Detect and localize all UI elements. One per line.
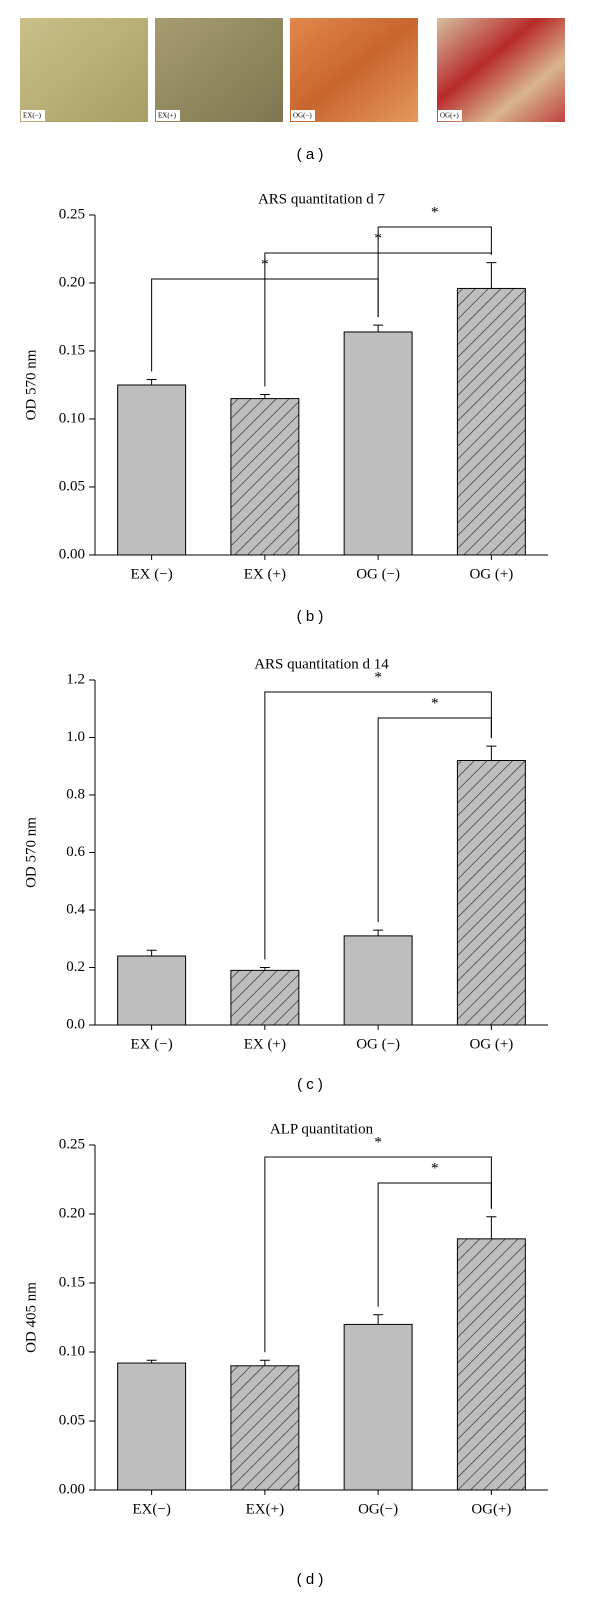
caption: ( a ): [297, 146, 324, 163]
error-bar: [373, 929, 384, 936]
bar: [343, 331, 413, 556]
chart-title: ALP quantitation: [270, 1121, 374, 1137]
y-tick-label: 0.8: [66, 786, 85, 802]
significance-bracket: [264, 1156, 492, 1353]
x-tick-label: OG (+): [469, 1036, 513, 1052]
caption: ( b ): [297, 608, 324, 625]
error-bar: [373, 324, 384, 332]
y-tick-label: 1.2: [66, 671, 85, 687]
error-bar: [486, 1216, 497, 1239]
bar: [456, 760, 526, 1026]
x-tick-label: EX (−): [131, 566, 173, 582]
error-bar: [486, 262, 497, 289]
bar: [117, 1362, 187, 1491]
y-tick-label: 0.00: [59, 546, 85, 562]
micrograph: [20, 18, 148, 122]
y-tick-label: 0.10: [59, 1343, 85, 1359]
y-axis-label: OD 405 nm: [23, 1282, 39, 1353]
x-tick-label: OG (+): [469, 566, 513, 582]
significance-star: *: [374, 1134, 382, 1150]
y-tick-label: 0.2: [66, 959, 85, 975]
image-label: OG(+): [440, 112, 459, 120]
bar: [117, 384, 187, 556]
label-box: [291, 110, 315, 121]
chart-title: ARS quantitation d 14: [254, 656, 389, 672]
caption: ( c ): [297, 1076, 323, 1093]
micrograph: [437, 18, 565, 122]
label-box: [156, 110, 180, 121]
x-tick-label: EX (−): [131, 1036, 173, 1052]
x-tick-label: EX(+): [246, 1501, 284, 1517]
y-tick-label: 0.20: [59, 274, 85, 290]
x-tick-label: OG (−): [356, 566, 400, 582]
y-tick-label: 0.20: [59, 1205, 85, 1221]
bar: [230, 969, 300, 1026]
y-tick-label: 0.4: [66, 901, 85, 917]
chart-title: ARS quantitation d 7: [258, 191, 386, 207]
y-tick-label: 0.0: [66, 1016, 85, 1032]
y-tick-label: 0.6: [66, 844, 85, 860]
y-axis-label: OD 570 nm: [23, 817, 39, 888]
x-tick-label: OG (−): [356, 1036, 400, 1052]
significance-bracket: [377, 226, 492, 318]
caption: ( d ): [297, 1571, 324, 1588]
y-tick-label: 0.00: [59, 1481, 85, 1497]
bar: [343, 1323, 413, 1491]
y-tick-label: 0.25: [59, 1136, 85, 1152]
y-tick-label: 0.25: [59, 206, 85, 222]
micrograph: [155, 18, 283, 122]
error-bar: [146, 379, 157, 385]
x-tick-label: EX(−): [132, 1501, 170, 1517]
error-bar: [259, 394, 270, 399]
error-bar: [373, 1314, 384, 1325]
y-tick-label: 0.15: [59, 1274, 85, 1290]
y-tick-label: 0.10: [59, 410, 85, 426]
bar: [343, 935, 413, 1026]
label-box: [21, 110, 45, 121]
micrograph: [290, 18, 418, 122]
image-label: EX(+): [158, 112, 177, 120]
error-bar: [259, 1359, 270, 1366]
bar: [456, 1238, 526, 1491]
significance-star: *: [431, 204, 439, 220]
bar: [456, 287, 526, 556]
image-label: EX(−): [23, 112, 42, 120]
bar: [117, 955, 187, 1026]
error-bar: [146, 1359, 157, 1364]
error-bar: [259, 967, 270, 971]
error-bar: [146, 949, 157, 956]
bar: [230, 398, 300, 556]
x-tick-label: OG(−): [358, 1501, 398, 1517]
y-tick-label: 0.15: [59, 342, 85, 358]
label-box: [438, 110, 462, 121]
x-tick-label: EX (+): [244, 566, 286, 582]
significance-star: *: [374, 669, 382, 685]
significance-bracket: [264, 691, 492, 960]
x-tick-label: OG(+): [471, 1501, 511, 1517]
y-tick-label: 0.05: [59, 1412, 85, 1428]
significance-star: *: [431, 695, 439, 711]
y-tick-label: 0.05: [59, 478, 85, 494]
x-tick-label: EX (+): [244, 1036, 286, 1052]
micrographs: EX(−) EX(+) OG(−) OG(+): [20, 18, 565, 122]
bar: [230, 1365, 300, 1491]
y-axis-label: OD 570 nm: [23, 349, 39, 420]
significance-star: *: [431, 1160, 439, 1176]
y-tick-label: 1.0: [66, 729, 85, 745]
image-label: OG(−): [293, 112, 312, 120]
error-bar: [486, 745, 497, 761]
